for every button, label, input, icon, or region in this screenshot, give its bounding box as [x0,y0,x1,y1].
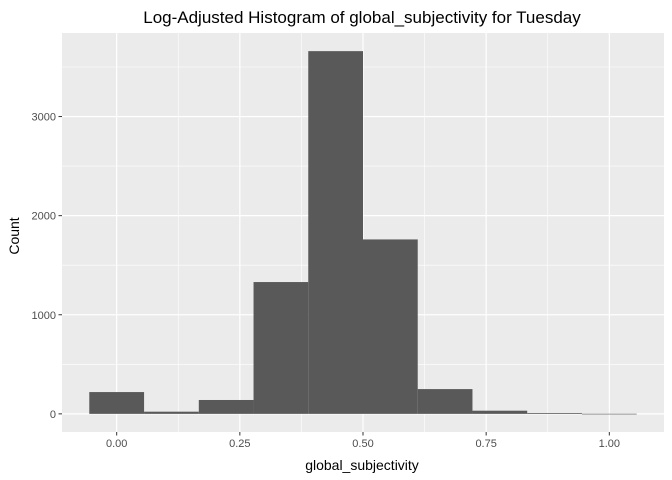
y-axis-title: Count [6,217,22,254]
histogram-bar [89,392,145,414]
y-tick-label: 0 [50,409,56,421]
x-axis-title: global_subjectivity [305,457,419,473]
y-axis-ticks: 0 1000 2000 3000 [32,112,62,421]
x-tick-label: 0.50 [352,438,373,450]
chart-title: Log-Adjusted Histogram of global_subject… [143,8,581,27]
histogram-bar [581,413,637,415]
x-tick-label: 1.00 [599,438,620,450]
histogram-bar [417,389,473,414]
histogram-bar [472,410,528,414]
histogram-bar [527,413,582,414]
histogram-bar [253,282,309,414]
y-tick-label: 1000 [32,310,56,322]
histogram-bar [308,51,363,414]
histogram-bar [144,411,199,414]
y-tick-label: 2000 [32,211,56,223]
histogram-bars [89,51,637,415]
histogram-bar [363,239,418,414]
x-tick-label: 0.75 [475,438,496,450]
histogram-bar [198,399,254,414]
x-axis-ticks: 0.00 0.25 0.50 0.75 1.00 [106,432,620,450]
y-tick-label: 3000 [32,112,56,124]
x-tick-label: 0.25 [229,438,250,450]
x-tick-label: 0.00 [106,438,127,450]
